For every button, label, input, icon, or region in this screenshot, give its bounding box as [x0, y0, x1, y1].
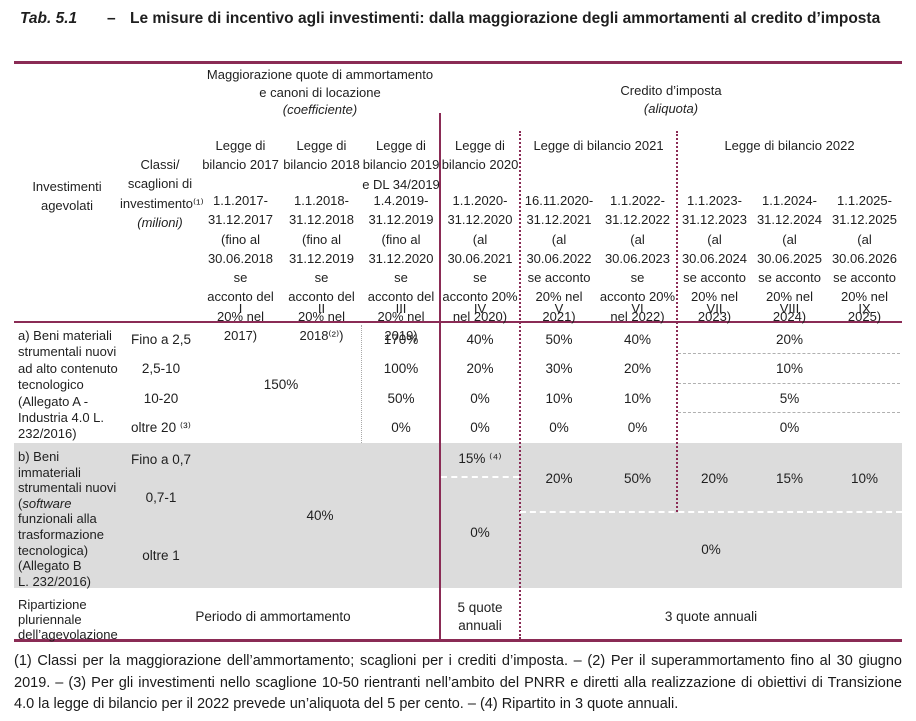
cell-b-IV-bottom: 0% [470, 524, 490, 540]
row-label-oltre-1: oltre 1 [142, 547, 180, 563]
law-header-2018: Legge di bilancio 2018 [283, 138, 360, 173]
cell-a-V-r3: 10% [545, 391, 573, 406]
divider-col-VI-VII [676, 131, 678, 512]
row-label-10-20: 10-20 [143, 391, 179, 406]
period-header-IX: 1.1.2025- 31.12.2025 (al 30.06.2026 se a… [831, 193, 898, 324]
table-number: Tab. 5.1 [20, 10, 78, 27]
cell-b-IV-top: 15% ⁽⁴⁾ [458, 451, 502, 466]
law-header-2017: Legge di bilancio 2017 [202, 138, 279, 173]
section-b-label: b) Beni immateriali strumentali nuovi (s… [18, 449, 120, 589]
cell-a-VI-r2: 20% [623, 361, 652, 376]
separator-a-row3 [678, 412, 900, 413]
cell-a-VII-IX-r3: 5% [779, 391, 800, 406]
cell-a-VI-r3: 10% [623, 391, 652, 406]
cell-a-IV-r1: 40% [466, 332, 494, 347]
separator-a-row1 [678, 353, 900, 354]
column-numeral-VIII: VIII [779, 301, 800, 316]
period-header-VI: 1.1.2022- 31.12.2022 (al 30.06.2023 se a… [599, 193, 676, 324]
group-header-maggiorazione-sub: (coefficiente) [282, 102, 358, 117]
cell-a-VI-r4: 0% [627, 420, 648, 435]
cell-a-V-r2: 30% [545, 361, 573, 376]
period-header-VIII: 1.1.2024- 31.12.2024 (al 30.06.2025 se a… [756, 193, 823, 324]
divider-maggiorazione-credito [439, 113, 441, 639]
title-text: Le misure di incentivo agli investimenti… [130, 10, 881, 27]
column-numeral-II: II [317, 301, 326, 316]
law-header-2021: Legge di bilancio 2021 [533, 138, 664, 153]
period-header-II: 1.1.2018- 31.12.2018 (fino al 31.12.2019… [288, 193, 355, 344]
group-header-credito-sub: (aliquota) [643, 100, 699, 116]
group-header-maggiorazione: Maggiorazione quote di ammortamento e ca… [200, 66, 440, 119]
cell-a-I-II-merged: 150% [263, 376, 299, 392]
column-numeral-VII: VII [706, 301, 723, 316]
divider-col-IV-V [519, 131, 521, 639]
table-title: Tab. 5.1 – Le misure di incentivo agli i… [20, 8, 902, 30]
cell-b-V-IX-bottom: 0% [701, 542, 721, 557]
cell-b-V-top: 20% [545, 470, 573, 486]
cell-periodo-ammortamento: Periodo di ammortamento [195, 608, 351, 624]
cell-a-IV-r3: 0% [470, 391, 490, 406]
section-b-label-post: funzionali alla trasformazione tecnologi… [18, 511, 104, 589]
row-label-fino-a-2-5: Fino a 2,5 [130, 332, 192, 347]
period-header-VII: 1.1.2023- 31.12.2023 (al 30.06.2024 se a… [681, 193, 748, 324]
bottom-rule [14, 639, 902, 642]
law-header-2022: Legge di bilancio 2022 [724, 138, 855, 153]
law-header-2020: Legge di bilancio 2020 [441, 138, 519, 173]
period-header-IV: 1.1.2020- 31.12.2020 (al 30.06.2021 se a… [442, 193, 518, 324]
column-header-classi-text: Classi/ scaglioni di investimento⁽¹⁾ [120, 157, 204, 211]
row-label-0-7-1: 0,7-1 [145, 489, 177, 505]
separator-b-cols-V-IX [520, 511, 902, 513]
column-numeral-IX: IX [858, 301, 871, 316]
column-header-classi: Classi/ scaglioni di investimento⁽¹⁾ (mi… [120, 155, 204, 232]
column-numeral-V: V [554, 301, 564, 316]
group-header-credito: Credito d’imposta (aliquota) [440, 82, 902, 117]
period-header-I: 1.1.2017- 31.12.2017 (fino al 30.06.2018… [207, 193, 274, 344]
cell-a-III-r1: 170% [383, 332, 419, 347]
period-header-V: 16.11.2020- 31.12.2021 (al 30.06.2022 se… [524, 193, 594, 324]
cell-a-III-r4: 0% [391, 420, 411, 435]
cell-5-quote-annuali: 5 quote annuali [457, 600, 503, 633]
column-numeral-I: I [238, 301, 243, 316]
separator-a-row2 [678, 383, 900, 384]
cell-a-IV-r2: 20% [466, 361, 494, 376]
cell-a-VII-IX-r4: 0% [779, 420, 800, 435]
cell-a-III-r3: 50% [387, 391, 415, 406]
row-label-fino-a-0-7: Fino a 0,7 [130, 451, 192, 467]
title-dash: – [107, 10, 116, 27]
cell-b-VIII-top: 15% [775, 470, 804, 486]
group-header-credito-text: Credito d’imposta [620, 83, 722, 98]
law-header-2019: Legge di bilancio 2019 e DL 34/2019 [362, 138, 440, 192]
separator-b-col-IV [441, 476, 519, 478]
column-header-classi-sub: (milioni) [137, 214, 183, 230]
cell-b-I-III-merged: 40% [306, 508, 334, 523]
cell-a-VII-IX-r1: 20% [775, 332, 804, 347]
section-a-label: a) Beni materiali strumentali nuovi ad a… [18, 328, 118, 442]
cell-a-IV-r4: 0% [470, 420, 490, 435]
cell-b-IX-top: 10% [850, 470, 879, 486]
period-header-III: 1.4.2019- 31.12.2019 (fino al 31.12.2020… [367, 193, 435, 344]
cell-b-VII-top: 20% [700, 470, 729, 486]
group-header-maggiorazione-text: Maggiorazione quote di ammortamento e ca… [206, 67, 434, 100]
footnotes: (1) Classi per la maggiorazione dell’amm… [14, 653, 902, 712]
section-b-label-pre: b) Beni immateriali strumentali nuovi ( [18, 449, 117, 511]
cell-b-VI-top: 50% [623, 470, 652, 486]
header-rule [14, 321, 902, 323]
column-numeral-VI: VI [631, 301, 644, 316]
ripartizione-label: Ripartizione pluriennale dell’agevolazio… [18, 597, 118, 642]
row-label-2-5-10: 2,5-10 [141, 361, 181, 376]
column-header-investimenti: Investimenti agevolati [32, 179, 102, 214]
cell-a-VII-IX-r2: 10% [775, 361, 804, 376]
cell-3-quote-annuali: 3 quote annuali [664, 608, 758, 624]
column-numeral-III: III [395, 301, 407, 316]
cell-a-V-r4: 0% [549, 420, 569, 435]
section-b-background [14, 443, 902, 588]
section-b-label-software: software [22, 495, 72, 511]
column-numeral-IV: IV [473, 301, 487, 316]
row-label-oltre-20: oltre 20 ⁽³⁾ [131, 419, 191, 435]
cell-a-III-r2: 100% [383, 361, 419, 376]
cell-a-VI-r1: 40% [623, 332, 652, 347]
cell-a-V-r1: 50% [545, 332, 573, 347]
top-rule [14, 61, 902, 64]
divider-col-II-III [361, 325, 362, 443]
